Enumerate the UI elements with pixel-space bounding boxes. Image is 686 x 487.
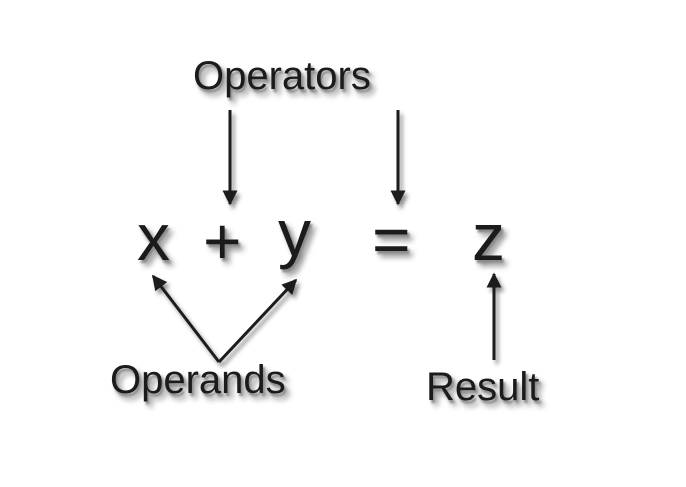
operators-label: Operators [193, 54, 371, 98]
arrow-operands-to-y [217, 278, 298, 364]
operands-label: Operands [110, 358, 286, 402]
equals-operator: = [372, 202, 411, 276]
plus-operator: + [203, 204, 242, 278]
result-label: Result [426, 365, 540, 409]
operand-y: y [278, 196, 311, 270]
operand-x: x [137, 200, 170, 274]
arrow-operands-to-x [151, 274, 221, 363]
result-z: z [472, 200, 505, 274]
